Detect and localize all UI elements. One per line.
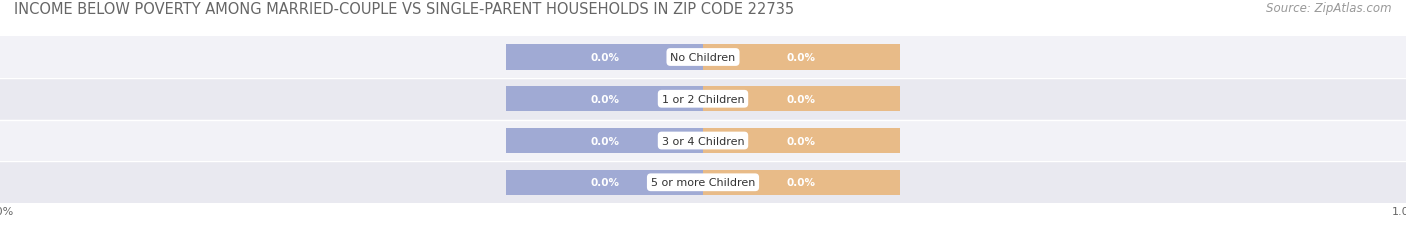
Text: 0.0%: 0.0% [787, 53, 815, 63]
Bar [0, 162, 1406, 203]
Text: Source: ZipAtlas.com: Source: ZipAtlas.com [1267, 2, 1392, 15]
Bar [703, 128, 900, 153]
Text: 1 or 2 Children: 1 or 2 Children [662, 94, 744, 104]
Text: 3 or 4 Children: 3 or 4 Children [662, 136, 744, 146]
Text: 0.0%: 0.0% [591, 94, 619, 104]
Bar [0, 79, 1406, 120]
Text: 0.0%: 0.0% [787, 177, 815, 188]
Text: No Children: No Children [671, 53, 735, 63]
Bar [0, 120, 1406, 162]
Text: 0.0%: 0.0% [591, 136, 619, 146]
Text: 0.0%: 0.0% [787, 136, 815, 146]
Bar [506, 170, 703, 195]
Bar [506, 45, 703, 70]
Bar [703, 170, 900, 195]
Bar [0, 37, 1406, 79]
Text: 0.0%: 0.0% [591, 177, 619, 188]
Bar [506, 87, 703, 112]
Text: 0.0%: 0.0% [591, 53, 619, 63]
Text: 0.0%: 0.0% [787, 94, 815, 104]
Text: INCOME BELOW POVERTY AMONG MARRIED-COUPLE VS SINGLE-PARENT HOUSEHOLDS IN ZIP COD: INCOME BELOW POVERTY AMONG MARRIED-COUPL… [14, 2, 794, 17]
Bar [703, 45, 900, 70]
Bar [703, 87, 900, 112]
Text: 5 or more Children: 5 or more Children [651, 177, 755, 188]
Bar [506, 128, 703, 153]
